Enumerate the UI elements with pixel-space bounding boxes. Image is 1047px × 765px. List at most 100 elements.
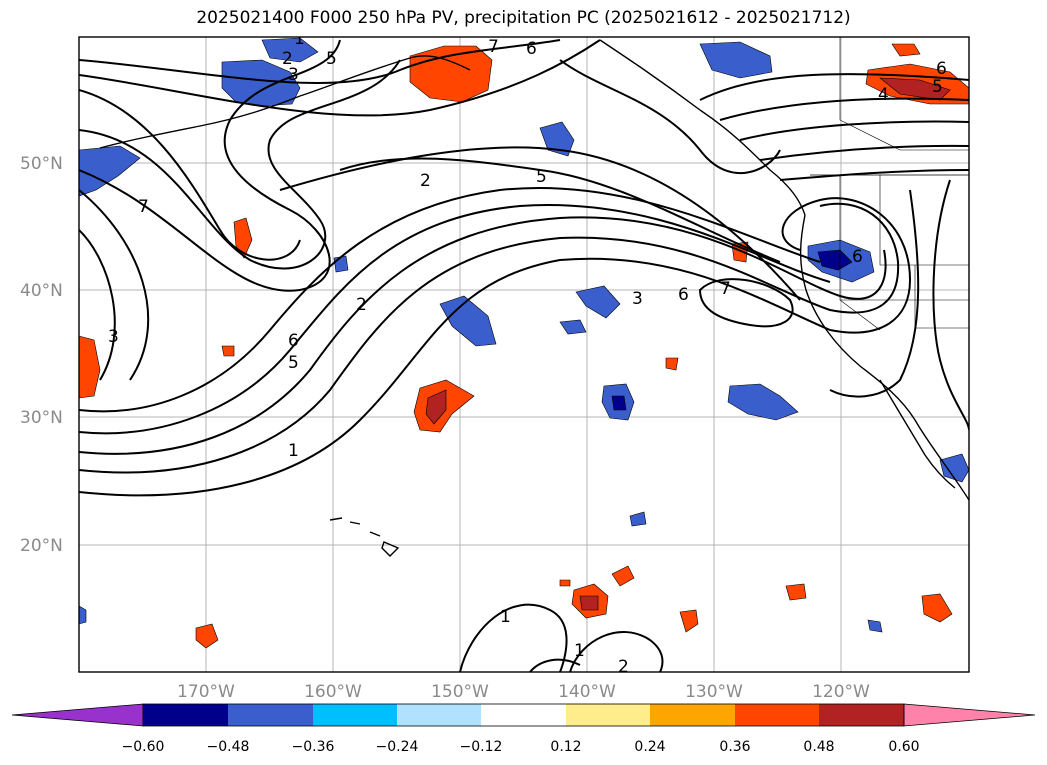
pos-anomaly-tropic-4 [785, 583, 807, 601]
neg-anomaly-east-pacific-1 [575, 285, 621, 319]
contour-label: 2 [618, 657, 629, 677]
pv-contour-2 [79, 202, 900, 474]
colorbar-tick-label: −0.24 [376, 739, 419, 755]
pv-contour-25 [569, 630, 664, 672]
colorbar-segment [650, 704, 735, 726]
pv-contour-24 [459, 603, 568, 672]
pos-anomaly-canada-small [891, 43, 921, 57]
map-panel [79, 37, 969, 672]
contour-label: 6 [852, 247, 863, 267]
colorbar-segment [481, 704, 566, 726]
neg-anomaly-30n-2 [727, 383, 799, 421]
contour-label: 1 [294, 29, 305, 49]
contour-label: 6 [288, 331, 299, 351]
pos-anomaly-tropic-5 [921, 593, 953, 623]
hawaii [329, 517, 400, 557]
neg-anomaly-baja [939, 453, 969, 483]
longitude-labels: 170°W 160°W 150°W 140°W 130°W 120°W [177, 682, 870, 702]
colorbar [11, 703, 1036, 727]
bc-coast [599, 39, 806, 216]
colorbar-segment [819, 704, 904, 726]
pv-contour-12 [79, 39, 601, 117]
contour-label: 5 [326, 49, 337, 69]
pv-contour-6 [79, 229, 116, 381]
map-frame [78, 36, 970, 673]
colorbar-segment [566, 704, 650, 726]
pv-contour-18 [719, 97, 969, 121]
colorbar-extend-high [903, 703, 1036, 727]
lon-label: 140°W [558, 682, 616, 702]
colorbar-tick-label: −0.36 [292, 739, 335, 755]
contour-label: 3 [288, 65, 299, 85]
pv-contour-17 [699, 73, 969, 101]
pos-anomaly-canada-core [879, 77, 951, 101]
contour-label: 2 [282, 49, 293, 69]
contour-label: 5 [536, 167, 547, 187]
colorbar-ticks: −0.60 −0.48 −0.36 −0.24 −0.12 0.12 0.24 … [122, 739, 920, 755]
neg-anomaly-california-core [817, 249, 853, 271]
pv-contour-15 [698, 278, 794, 328]
pv-contour-16 [559, 59, 781, 174]
lat-label: 40°N [20, 281, 63, 301]
lon-label: 120°W [812, 682, 870, 702]
pv-contour-7 [79, 189, 150, 381]
colorbar-segment [735, 704, 819, 726]
contour-label: 1 [288, 441, 299, 461]
pv-contour-26 [529, 658, 581, 672]
pos-anomaly-small-4 [559, 579, 571, 587]
pv-contour-5 [79, 186, 821, 413]
pos-anomaly-tropic-3 [679, 609, 699, 633]
colorbar-segment [143, 704, 228, 726]
colorbar-tick-label: 0.36 [719, 739, 750, 755]
lat-label: 20°N [20, 536, 63, 556]
contour-label: 6 [678, 285, 689, 305]
neg-anomaly-small-2 [629, 511, 647, 527]
pv-contour-14 [279, 146, 801, 301]
pos-anomaly-dateline [233, 217, 253, 259]
contour-label: 6 [526, 39, 537, 59]
pos-anomaly-west-edge [79, 335, 101, 399]
contour-label: 7 [488, 37, 499, 57]
contour-label: 2 [356, 295, 367, 315]
contour-label: 6 [936, 59, 947, 79]
pv-contour-20 [759, 144, 969, 161]
colorbar-tick-label: 0.24 [634, 739, 665, 755]
pv-contour-23 [829, 189, 920, 398]
contour-label: 7 [138, 197, 149, 217]
pos-anomaly-tropic-2 [611, 565, 635, 587]
pos-anomaly-small-1 [221, 345, 235, 357]
pv-contour-19 [739, 120, 969, 141]
pos-anomaly-tropic-1-core [579, 595, 599, 611]
neg-anomaly-mid-pacific [439, 295, 497, 347]
coastlines [99, 37, 969, 557]
contour-label: 2 [420, 171, 431, 191]
colorbar-border [142, 703, 905, 727]
contour-labels: 1 2 3 5 6 7 4 6 5 2 6 5 3 6 7 7 3 2 5 6 … [108, 29, 947, 677]
lon-label: 150°W [431, 682, 489, 702]
lon-label: 170°W [177, 682, 235, 702]
state-borders [839, 175, 969, 331]
contour-label: 3 [108, 327, 119, 347]
pv-contour-11 [79, 39, 561, 84]
contour-label: 4 [878, 85, 889, 105]
neg-anomaly-small-1 [333, 255, 349, 273]
colorbar-tick-label: −0.60 [122, 739, 165, 755]
pv-contour-1 [79, 197, 912, 497]
pv-contour-21 [779, 169, 969, 181]
map-title: 2025021400 F000 250 hPa PV, precipitatio… [196, 8, 851, 28]
pos-anomaly-tropic-6 [195, 623, 219, 649]
contour-label: 5 [288, 353, 299, 373]
neg-anomaly-west-edge [79, 145, 141, 197]
precip-shading [79, 37, 969, 649]
contour-label: 1 [500, 607, 511, 627]
lat-label: 50°N [20, 154, 63, 174]
baja-peninsula [879, 379, 956, 489]
colorbar-tick-label: −0.48 [207, 739, 250, 755]
colorbar-tick-label: 0.12 [550, 739, 581, 755]
lat-label: 30°N [20, 408, 63, 428]
colorbar-tick-label: −0.12 [460, 739, 503, 755]
colorbar-tick-label: 0.60 [888, 739, 919, 755]
colorbar-segment [397, 704, 481, 726]
us-west-coast [799, 214, 969, 501]
